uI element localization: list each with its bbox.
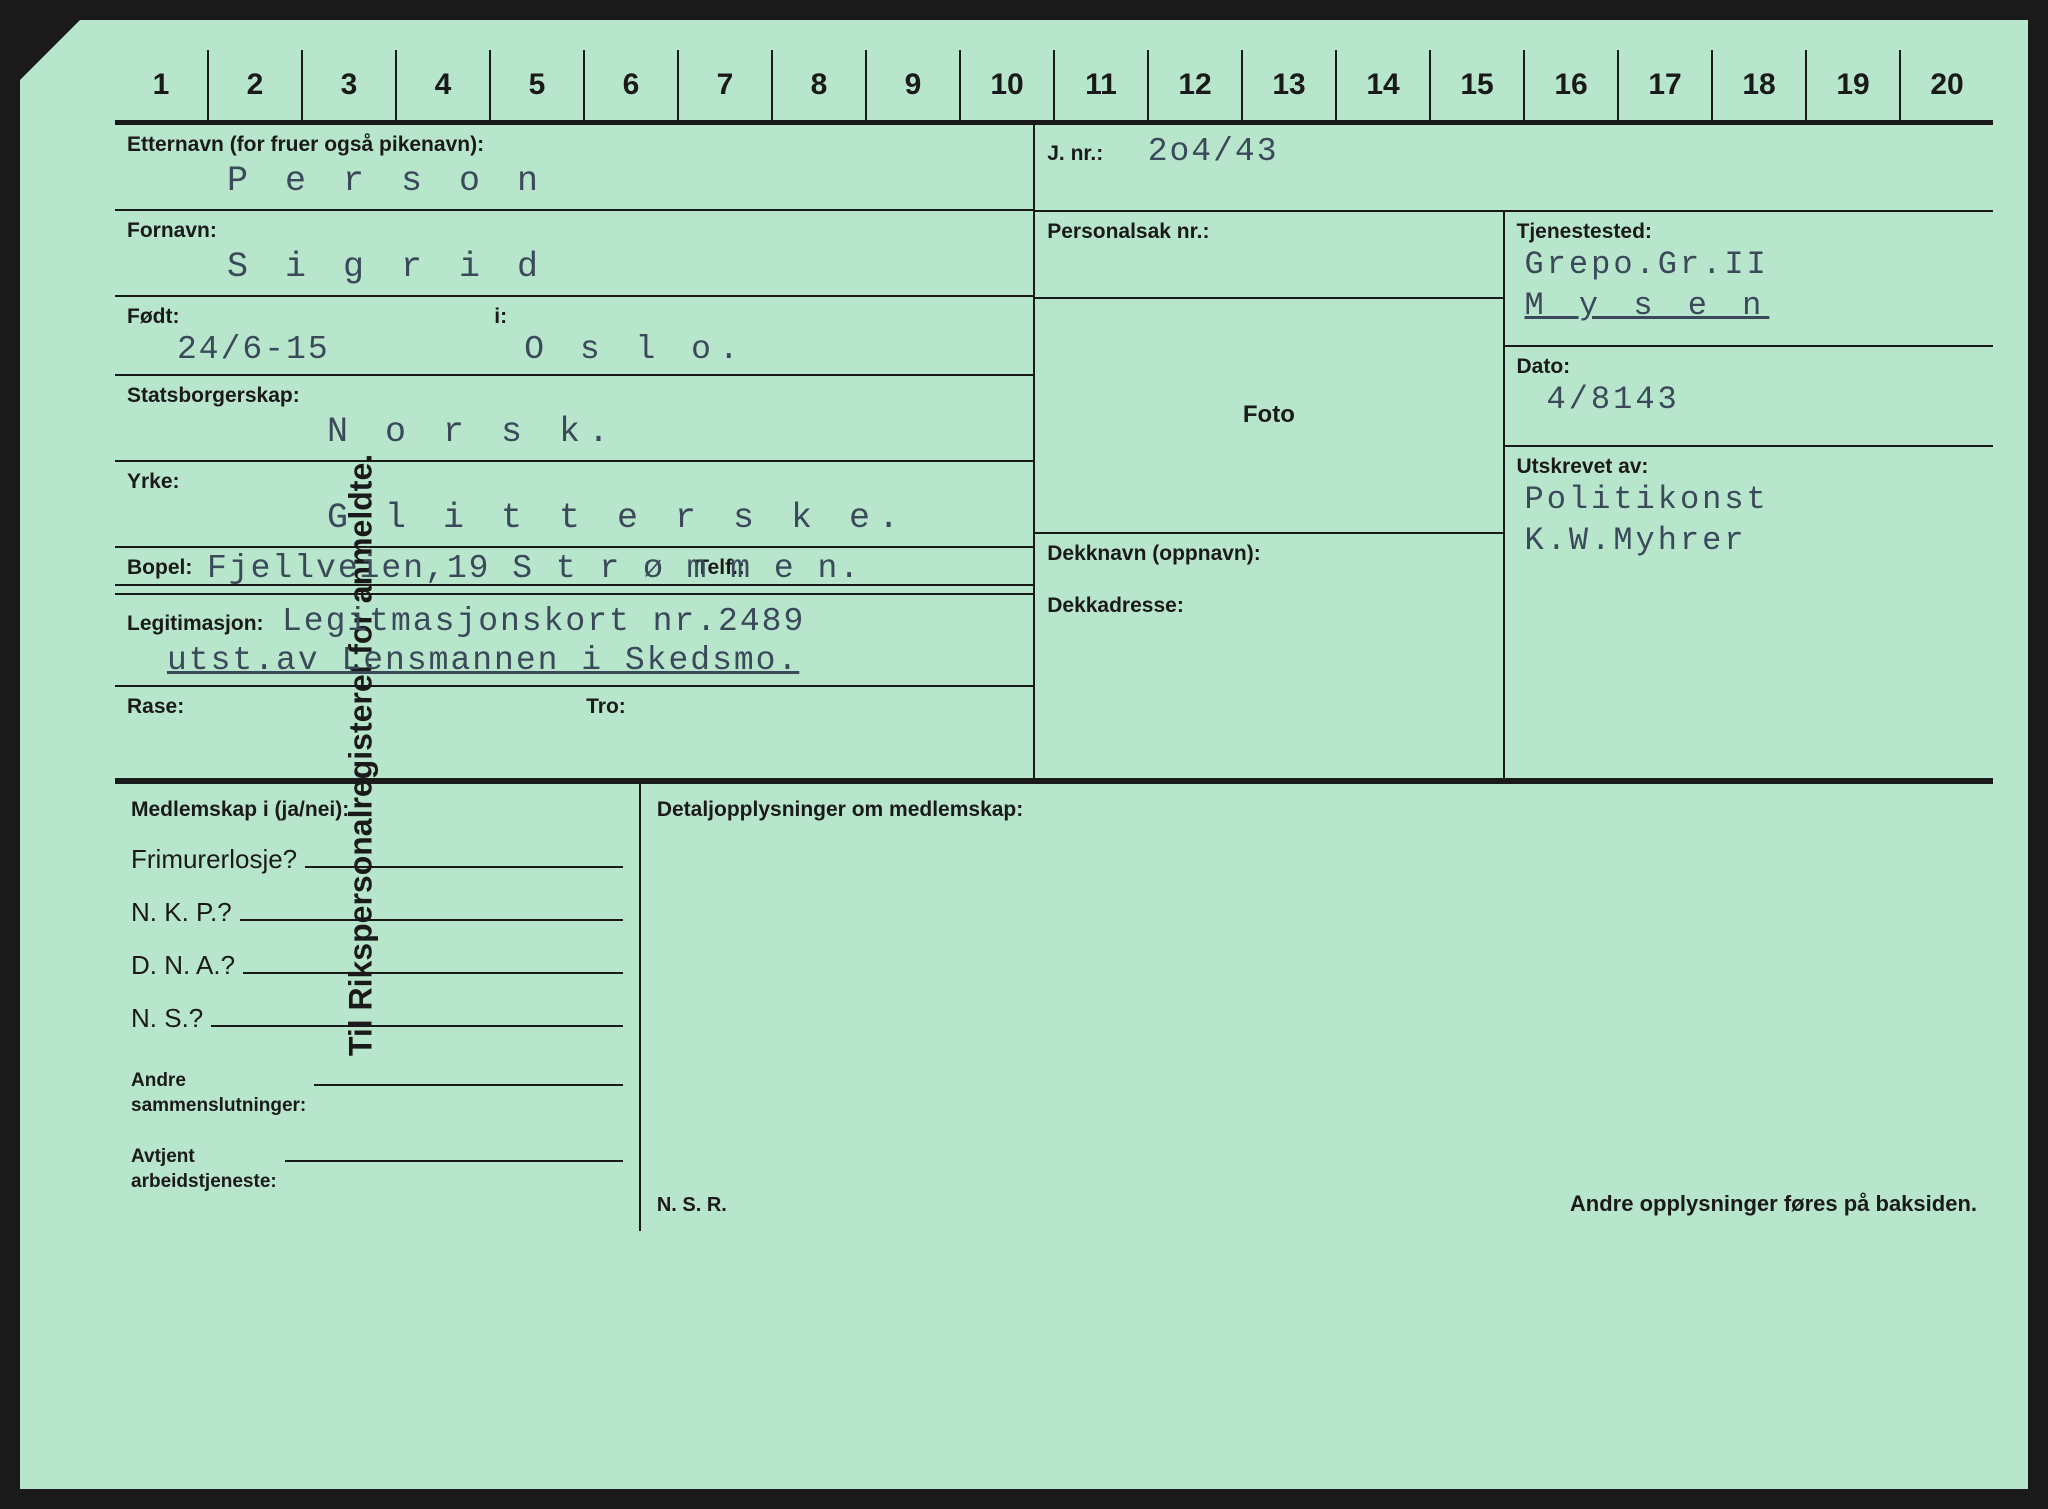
- label-yrke: Yrke:: [127, 470, 1021, 494]
- label-dekkadresse: Dekkadresse:: [1047, 594, 1490, 618]
- label-fodt: Født:: [127, 305, 470, 329]
- value-fodt-i: O s l o.: [494, 329, 1021, 370]
- field-legitimasjon: Legitimasjon: Legitmasjonskort nr.2489 u…: [115, 595, 1035, 687]
- label-utskrevet: Utskrevet av:: [1517, 455, 1981, 479]
- ruler-cell: 14: [1337, 50, 1431, 120]
- ruler-cell: 5: [491, 50, 585, 120]
- ruler-cell: 8: [773, 50, 867, 120]
- ruler-cell: 9: [867, 50, 961, 120]
- field-fodt: Født: 24/6-15: [115, 297, 482, 374]
- field-yrke: Yrke: G l i t t e r s k e.: [115, 462, 1035, 548]
- label-nsr: N. S. R.: [657, 1194, 727, 1217]
- field-tjenestested: Tjenestested: Grepo.Gr.II M y s e n: [1505, 212, 1993, 347]
- blank-line: [243, 952, 623, 974]
- corner-clip: [20, 20, 80, 80]
- blank-line: [314, 1064, 623, 1086]
- jnr-row: J. nr.: 2o4/43: [1035, 125, 1993, 212]
- label-personalsak: Personalsak nr.:: [1047, 220, 1490, 244]
- label-fornavn: Fornavn:: [127, 219, 1021, 243]
- ruler-cell: 10: [961, 50, 1055, 120]
- mem-andre: Andresammenslutninger:: [131, 1064, 623, 1118]
- mid-right-wrap: Personalsak nr.: Foto Dekknavn (oppnavn)…: [1035, 212, 1993, 778]
- ruler-cell: 18: [1713, 50, 1807, 120]
- ruler-cell: 11: [1055, 50, 1149, 120]
- ruler-row: 1 2 3 4 5 6 7 8 9 10 11 12 13 14 15 16 1…: [115, 50, 1993, 123]
- ruler-cell: 20: [1901, 50, 1993, 120]
- label-dna: D. N. A.?: [131, 950, 235, 981]
- field-fodt-i: i: O s l o.: [482, 297, 1033, 374]
- left-column: Etternavn (for fruer også pikenavn): P e…: [115, 125, 1035, 778]
- main-grid: Etternavn (for fruer også pikenavn): P e…: [115, 123, 1993, 778]
- value-fodt: 24/6-15: [127, 329, 470, 370]
- ruler-cell: 2: [209, 50, 303, 120]
- ruler-cell: 1: [115, 50, 209, 120]
- ruler-cell: 16: [1525, 50, 1619, 120]
- foto-box: Foto: [1035, 299, 1504, 534]
- value-legitimasjon1: Legitmasjonskort nr.2489: [268, 601, 805, 642]
- footer-note: Andre opplysninger føres på baksiden.: [1570, 1191, 1977, 1217]
- blank-line: [240, 899, 623, 921]
- value-yrke: G l i t t e r s k e.: [127, 494, 1021, 542]
- label-ns: N. S.?: [131, 1003, 203, 1034]
- field-statsborgerskap: Statsborgerskap: N o r s k.: [115, 376, 1035, 462]
- label-tro: Tro:: [586, 695, 1021, 719]
- field-fodt-row: Født: 24/6-15 i: O s l o.: [115, 297, 1035, 376]
- mem-avtjent: Avtjentarbeidstjeneste:: [131, 1140, 623, 1194]
- ruler-cell: 12: [1149, 50, 1243, 120]
- value-tjenestested2: M y s e n: [1517, 285, 1981, 326]
- ruler-cell: 17: [1619, 50, 1713, 120]
- label-dato: Dato:: [1517, 355, 1981, 379]
- membership-right: Detaljopplysninger om medlemskap: N. S. …: [641, 784, 1993, 1231]
- field-fornavn: Fornavn: S i g r i d: [115, 211, 1035, 297]
- field-etternavn: Etternavn (for fruer også pikenavn): P e…: [115, 125, 1035, 211]
- ruler-cell: 13: [1243, 50, 1337, 120]
- field-dato: Dato: 4/8143: [1505, 347, 1993, 447]
- ruler-cell: 3: [303, 50, 397, 120]
- value-bopel: Fjellveien,19 S t r ø m m e n.: [127, 548, 1021, 589]
- field-tro: Tro:: [574, 687, 1033, 778]
- ruler-cell: 7: [679, 50, 773, 120]
- blank-line: [285, 1140, 623, 1162]
- value-tjenestested1: Grepo.Gr.II: [1517, 244, 1981, 285]
- field-bopel-value: Fjellveien,19 S t r ø m m e n.: [115, 584, 1035, 595]
- label-andre-samm: Andresammenslutninger:: [131, 1069, 306, 1118]
- label-jnr: J. nr.:: [1047, 142, 1103, 165]
- value-utskrevet1: Politikonst: [1517, 479, 1981, 520]
- value-dato: 4/8143: [1517, 379, 1981, 420]
- label-dekknavn: Dekknavn (oppnavn):: [1047, 542, 1490, 566]
- label-nkp: N. K. P.?: [131, 897, 232, 928]
- value-statsborgerskap: N o r s k.: [127, 408, 1021, 456]
- mid-column: Personalsak nr.: Foto Dekknavn (oppnavn)…: [1035, 212, 1504, 778]
- right-column: Tjenestested: Grepo.Gr.II M y s e n Dato…: [1505, 212, 1993, 778]
- dekk-box: Dekknavn (oppnavn): Dekkadresse:: [1035, 534, 1504, 779]
- label-tjenestested: Tjenestested:: [1517, 220, 1981, 244]
- blank-line: [211, 1005, 623, 1027]
- membership-section: Medlemskap i (ja/nei): Frimurerlosje? N.…: [115, 778, 1993, 1231]
- label-statsborgerskap: Statsborgerskap:: [127, 384, 1021, 408]
- ruler-cell: 4: [397, 50, 491, 120]
- value-jnr: 2o4/43: [1108, 131, 1279, 172]
- ruler-cell: 19: [1807, 50, 1901, 120]
- ruler-cell: 6: [585, 50, 679, 120]
- field-personalsak: Personalsak nr.:: [1035, 212, 1504, 299]
- label-frimurer: Frimurerlosje?: [131, 844, 297, 875]
- label-legitimasjon: Legitimasjon:: [127, 612, 264, 635]
- label-foto: Foto: [1243, 401, 1295, 429]
- value-fornavn: S i g r i d: [127, 243, 1021, 291]
- value-utskrevet2: K.W.Myhrer: [1517, 520, 1981, 561]
- label-etternavn: Etternavn (for fruer også pikenavn):: [127, 133, 1021, 157]
- field-rase-tro-row: Rase: Tro:: [115, 687, 1035, 778]
- right-block: J. nr.: 2o4/43 Personalsak nr.: Foto Dek…: [1035, 125, 1993, 778]
- registration-card: Til Rikspersonalregisteret for anmeldte.…: [20, 20, 2028, 1489]
- label-detalj: Detaljopplysninger om medlemskap:: [657, 798, 1977, 822]
- field-utskrevet: Utskrevet av: Politikonst K.W.Myhrer: [1505, 447, 1993, 778]
- ruler-cell: 15: [1431, 50, 1525, 120]
- label-i: i:: [494, 305, 1021, 329]
- value-etternavn: P e r s o n: [127, 157, 1021, 205]
- field-jnr: J. nr.: 2o4/43: [1035, 125, 1993, 212]
- label-avtjent: Avtjentarbeidstjeneste:: [131, 1145, 277, 1194]
- value-legitimasjon2: utst.av Lensmannen i Skedsmo.: [127, 640, 1021, 681]
